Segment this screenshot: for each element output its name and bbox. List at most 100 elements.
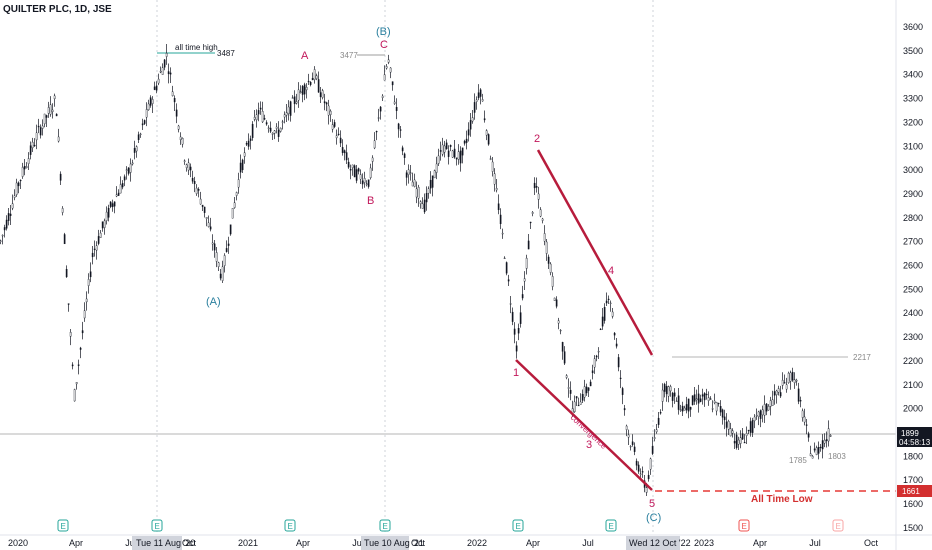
candle [253,109,256,122]
upper-trendline [536,149,654,356]
candle [85,291,88,311]
candle [781,372,784,390]
candle [521,285,524,301]
candle [111,199,114,212]
candle [303,82,306,101]
candle [677,388,680,415]
earnings-icon[interactable]: E [379,519,391,532]
earnings-icon[interactable]: E [738,519,750,532]
candle [157,73,160,86]
earnings-icon[interactable]: E [284,519,296,532]
svg-text:E: E [836,522,841,531]
x-tick-label: 2023 [694,538,714,548]
candle [479,88,482,105]
candle [107,204,110,222]
candle [203,206,206,218]
y-tick-label: 2400 [903,308,923,318]
candle [319,86,322,103]
candle [457,144,460,165]
candle [505,261,508,276]
candle [473,93,476,120]
candle [187,158,190,175]
candle [753,414,756,429]
candle [255,109,258,128]
candle [21,162,24,179]
earnings-icon[interactable]: E [151,519,163,532]
candle [295,93,298,105]
candle [301,85,304,103]
candle [697,384,700,413]
candle [727,419,730,435]
candle [715,401,718,416]
candle [621,386,624,405]
earnings-icon[interactable]: E [832,519,844,532]
candle [741,427,744,441]
candle [271,132,274,141]
wave-label-c: C [380,39,388,51]
candle [661,383,664,411]
candle [341,139,344,156]
x-tick-label: 2022 [467,538,487,548]
earnings-icon[interactable]: E [605,519,617,532]
candle [603,303,606,324]
candle [289,100,292,122]
crosshair-date-box: Wed 12 Oct '22 [626,536,691,550]
candle [11,194,14,211]
candle [41,119,44,136]
candle [351,164,354,176]
candle [591,364,594,380]
candle [533,177,536,196]
candle [403,152,406,165]
candle [793,372,796,389]
candle [317,71,320,93]
candle [607,295,610,304]
earnings-icon[interactable]: E [512,519,524,532]
candle [797,382,800,405]
candle [229,224,232,236]
candle [559,329,562,335]
candle [735,431,738,450]
candle [123,174,126,187]
y-tick-label: 2700 [903,237,923,247]
candle [169,67,172,83]
candle [165,44,168,65]
candle [775,389,778,404]
candle [191,170,194,184]
candle [47,101,50,118]
candle [595,354,598,362]
candle [471,110,474,124]
resistance-value: 2217 [853,353,871,362]
candle [733,433,736,450]
candle [463,139,466,146]
candle [33,138,36,147]
candle [623,404,626,416]
candle [177,124,180,133]
candle [705,388,708,400]
wave-label-b: B [367,195,374,207]
candle [675,397,678,402]
candle [131,159,134,166]
wave-label-1: 1 [513,367,519,379]
candle [755,408,758,420]
candle [237,172,240,194]
candle [387,54,390,65]
candle [175,103,178,124]
candle [331,119,334,133]
candle [391,81,394,91]
y-tick-label: 3000 [903,165,923,175]
y-tick-label: 2000 [903,404,923,414]
candle [665,381,668,402]
candle [71,362,74,370]
earnings-icon[interactable]: E [57,519,69,532]
candle [713,393,716,405]
candle [653,429,656,442]
candle [527,234,530,250]
candle [819,443,822,452]
candle [183,159,186,165]
candle [207,215,210,228]
candle [749,417,752,437]
y-tick-label: 3600 [903,22,923,32]
candle [185,163,188,172]
candle [449,144,452,152]
